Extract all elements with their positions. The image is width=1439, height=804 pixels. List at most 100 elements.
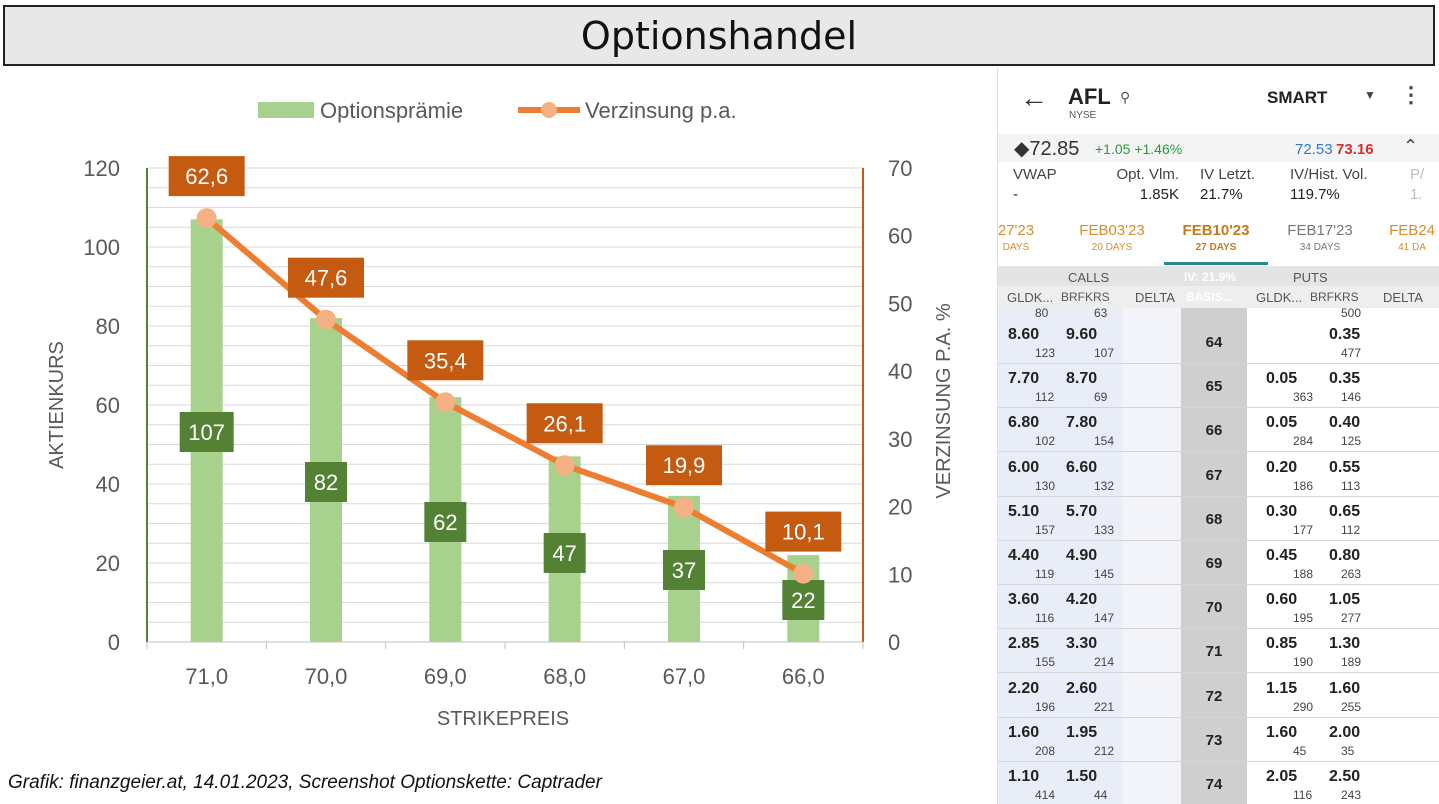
option-row[interactable]: 6.00 130 6.60 132 0.20 186 0.55 113 67 (998, 453, 1439, 497)
option-row[interactable]: 3.60 116 4.20 147 0.60 195 1.05 277 70 (998, 585, 1439, 630)
col-call-delta[interactable]: DELTA (1135, 290, 1175, 305)
bar-data-label-box (424, 502, 467, 542)
strike-value: 74 (1205, 776, 1223, 793)
bar-data-label-box (782, 580, 825, 620)
col-put-bid[interactable]: GLDK... (1256, 290, 1303, 305)
y-tick-label: 120 (83, 156, 120, 181)
col-strike[interactable]: BASIS... (1186, 290, 1233, 304)
put-ask-size: 255 (1341, 699, 1362, 714)
y-tick-label: 40 (96, 472, 120, 497)
line-data-label-box (407, 340, 484, 381)
put-ask: 0.65 (1329, 502, 1361, 520)
put-bid: 1.15 (1266, 679, 1298, 697)
partial-row: 80 63 500 (1035, 308, 1362, 320)
option-row[interactable]: 1.10 414 1.50 44 2.05 116 2.50 243 74 (998, 762, 1439, 804)
y2-tick-label: 0 (888, 630, 900, 655)
line-marker (196, 208, 217, 229)
put-ask-size: 477 (1341, 346, 1362, 360)
call-ask: 4.90 (1066, 547, 1098, 564)
call-ask-size: 212 (1094, 743, 1115, 758)
more-vertical-icon[interactable]: ⋮ (1400, 82, 1422, 107)
call-bid: 8.60 (1008, 326, 1040, 343)
call-bid-size: 102 (1035, 434, 1056, 449)
bar-data-label-box (543, 533, 586, 573)
chevron-up-icon[interactable]: ⌃ (1403, 136, 1419, 156)
call-ask: 9.60 (1066, 326, 1098, 343)
y-tick-label: 0 (108, 630, 120, 655)
put-ask: 2.50 (1329, 768, 1361, 785)
calls-label: CALLS (1068, 270, 1110, 285)
option-row[interactable]: 1.60 208 1.95 212 1.60 45 2.00 35 73 (998, 718, 1439, 762)
put-ask-size: 112 (1341, 522, 1361, 537)
stat-iv-hist-vol: IV/Hist. Vol. 119.7% (1290, 166, 1368, 203)
y-tick-label: 20 (96, 551, 120, 576)
y-tick-label: 80 (96, 314, 120, 339)
call-bid: 6.00 (1008, 458, 1040, 476)
put-bid-size: 190 (1293, 655, 1314, 670)
routing-select[interactable]: SMART (1267, 88, 1328, 107)
line-data-label-box (765, 511, 842, 552)
option-row[interactable]: 2.85 155 3.30 214 0.85 190 1.30 189 71 (998, 629, 1439, 674)
y-axis-title: AKTIENKURS (46, 341, 68, 469)
bar-data-label-box (179, 412, 234, 452)
col-call-ask[interactable]: BRFKRS (1061, 290, 1110, 304)
legend-label: Verzinsung p.a. (585, 98, 737, 123)
app-header: ← AFL NYSE ⚲ SMART ▼ ⋮ (998, 68, 1439, 128)
option-row[interactable]: 2.20 196 2.60 221 1.15 290 1.60 255 72 (998, 674, 1439, 718)
legend-swatch-bar (258, 102, 314, 118)
put-bid-size: 188 (1293, 567, 1314, 581)
search-icon[interactable]: ⚲ (1120, 89, 1131, 105)
col-put-ask[interactable]: BRFKRS (1310, 290, 1359, 304)
option-row[interactable]: 7.70 112 8.70 69 0.05 363 0.35 146 65 (998, 364, 1439, 409)
y2-tick-label: 50 (888, 291, 912, 316)
put-ask-size: 189 (1341, 655, 1362, 670)
chain-column-headers: GLDK... BRFKRS DELTA BASIS... GLDK... BR… (998, 286, 1439, 308)
tab-expiry-feb24[interactable]: FEB24 41 DA (1389, 222, 1435, 253)
line-data-label: 35,4 (424, 348, 467, 373)
expiry-tabs: 27'23 DAYS FEB03'23 20 DAYS FEB10'23 27 DAY… (998, 218, 1439, 266)
strike-value: 72 (1205, 687, 1223, 705)
call-ask: 1.50 (1066, 768, 1098, 785)
put-bid: 2.05 (1266, 768, 1298, 785)
option-row[interactable]: 6.80 102 7.80 154 0.05 284 0.40 125 66 (998, 408, 1439, 453)
call-ask: 3.30 (1066, 635, 1098, 653)
tab-expiry-feb10[interactable]: FEB10'23 27 DAYS (1182, 222, 1250, 253)
y2-tick-label: 10 (888, 562, 912, 587)
y-tick-label: 100 (83, 235, 120, 260)
option-row[interactable]: 4.40 119 4.90 145 0.45 188 0.80 263 69 (998, 541, 1439, 585)
strike-value: 65 (1205, 378, 1223, 396)
put-bid: 0.30 (1266, 502, 1298, 520)
line-data-label: 19,9 (663, 453, 706, 478)
put-bid: 0.05 (1266, 370, 1298, 388)
bar-data-label: 62 (433, 510, 457, 535)
call-ask-size: 154 (1094, 434, 1115, 449)
call-bid: 5.10 (1008, 502, 1040, 520)
option-row[interactable]: 5.10 157 5.70 133 0.30 177 0.65 112 68 (998, 497, 1439, 541)
line-marker (316, 309, 336, 330)
tab-expiry-feb03[interactable]: FEB03'23 20 DAYS (1079, 222, 1145, 253)
call-ask-size: 214 (1094, 655, 1115, 670)
line-data-label: 47,6 (305, 266, 348, 291)
x-axis-title: STRIKEPREIS (437, 708, 569, 730)
col-put-delta[interactable]: DELTA (1383, 290, 1423, 305)
y2-tick-label: 20 (888, 495, 912, 520)
put-bid: 0.45 (1266, 547, 1298, 564)
chevron-down-icon[interactable]: ▼ (1364, 88, 1376, 102)
option-row[interactable]: 8.60 123 9.60 107 0.35 477 64 (998, 320, 1439, 364)
arrow-left-icon[interactable]: ← (1020, 82, 1048, 113)
call-bid-size: 116 (1035, 611, 1055, 626)
line-data-label-box (646, 445, 722, 486)
tab-expiry-feb17[interactable]: FEB17'23 34 DAYS (1287, 222, 1353, 253)
call-ask: 2.60 (1066, 679, 1098, 697)
put-bid-size: 290 (1293, 699, 1314, 714)
line-data-label-box (288, 257, 364, 298)
call-bid-size: 119 (1035, 567, 1055, 581)
call-ask: 1.95 (1066, 723, 1098, 741)
strike-value: 68 (1205, 510, 1223, 528)
col-call-bid[interactable]: GLDK... (1007, 290, 1054, 305)
stat-pc: P/1. (1410, 166, 1425, 203)
tab-expiry-jan27[interactable]: 27'23 DAYS (997, 222, 1035, 253)
chain-section-header: CALLS IV: 21.9% PUTS (998, 266, 1439, 286)
put-ask: 0.55 (1329, 458, 1361, 476)
put-bid-size: 177 (1293, 522, 1314, 537)
